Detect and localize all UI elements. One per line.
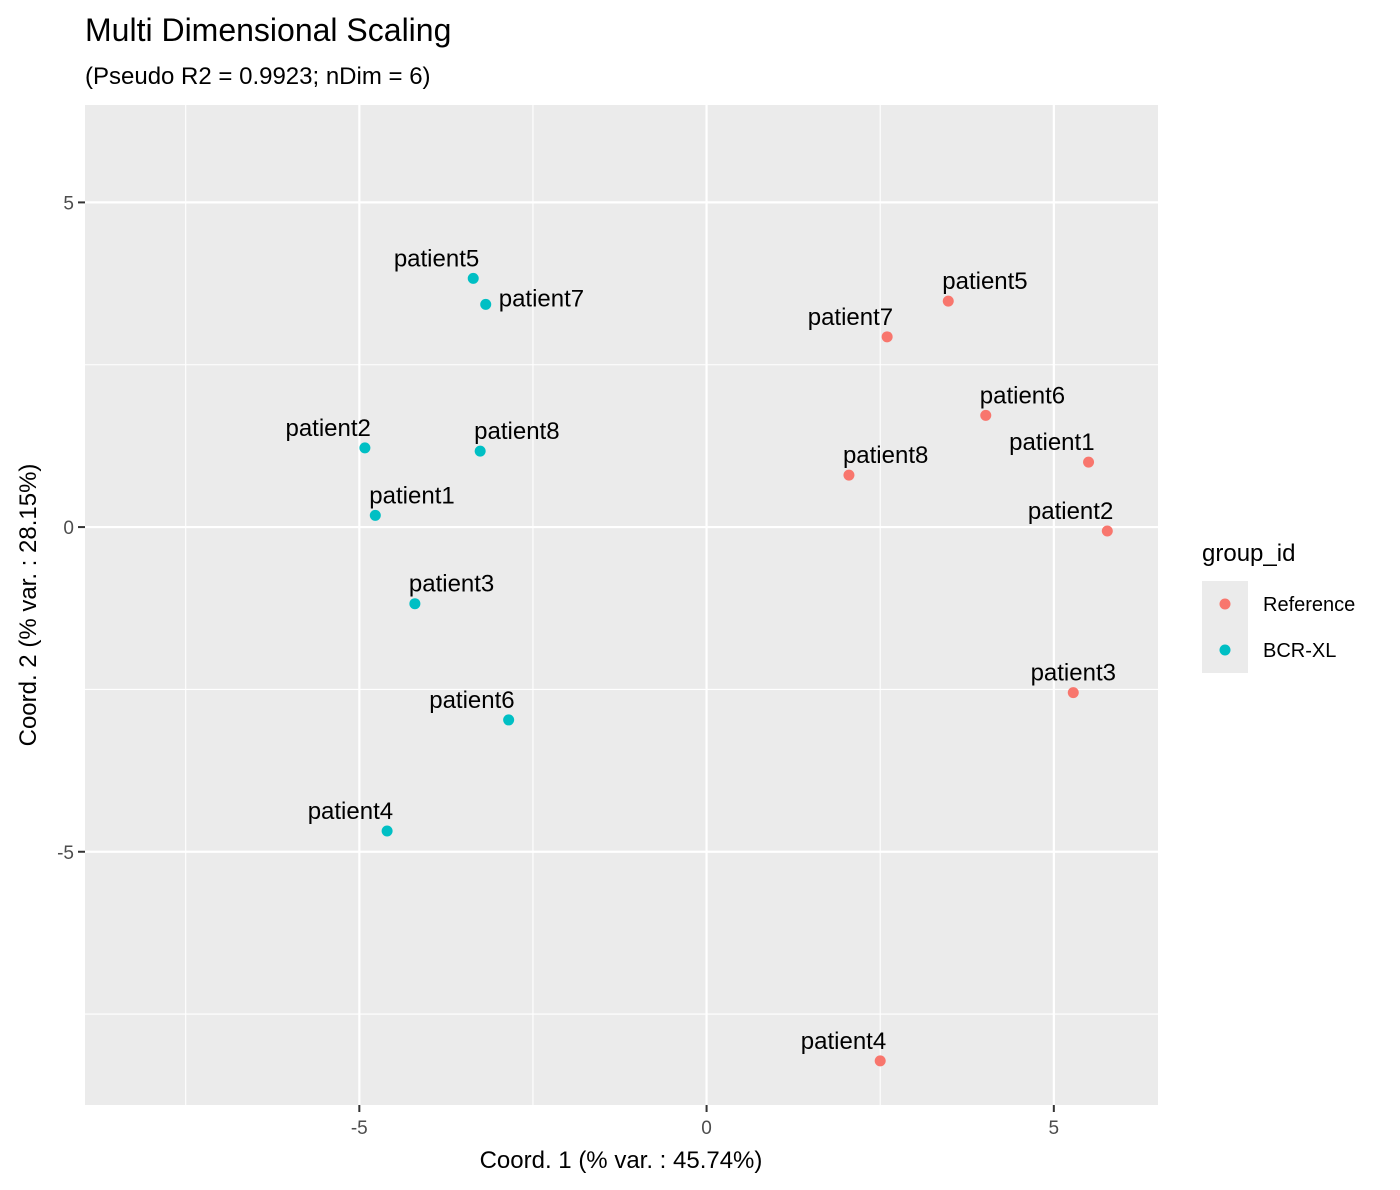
point-reference-patient2 — [1101, 525, 1113, 537]
y-tick-label: 0 — [63, 518, 74, 539]
chart-subtitle: (Pseudo R2 = 0.9923; nDim = 6) — [85, 63, 431, 90]
legend-label: Reference — [1263, 594, 1355, 616]
x-tick-label: 5 — [1049, 1118, 1060, 1139]
minor-gridlines — [85, 105, 1158, 1105]
legend-key-bcr-xl — [1219, 644, 1231, 656]
legend-key-reference — [1219, 598, 1231, 610]
point-label-bcr-xl-patient8: patient8 — [474, 418, 559, 445]
point-bcr-xl-patient4 — [381, 825, 393, 837]
point-label-reference-patient4: patient4 — [801, 1028, 886, 1055]
point-label-reference-patient8: patient8 — [843, 442, 928, 469]
y-axis: 5 0 -5 — [57, 193, 85, 864]
point-label-reference-patient3: patient3 — [1031, 660, 1116, 687]
point-bcr-xl-patient6 — [503, 714, 515, 726]
point-reference-patient8 — [843, 469, 855, 481]
point-label-bcr-xl-patient7: patient7 — [499, 285, 584, 312]
point-bcr-xl-patient2 — [359, 442, 371, 454]
y-tick-label: -5 — [57, 843, 74, 864]
point-label-bcr-xl-patient3: patient3 — [409, 571, 494, 598]
point-label-reference-patient6: patient6 — [980, 382, 1065, 409]
point-bcr-xl-patient7 — [480, 298, 492, 310]
x-axis: -5 0 5 — [351, 1105, 1059, 1139]
point-reference-patient7 — [881, 331, 893, 343]
point-reference-patient5 — [942, 295, 954, 307]
chart-title: Multi Dimensional Scaling — [85, 12, 451, 48]
point-label-reference-patient2: patient2 — [1028, 498, 1113, 525]
point-label-reference-patient1: patient1 — [1009, 429, 1094, 456]
point-reference-patient3 — [1067, 687, 1079, 699]
y-tick-label: 5 — [63, 193, 74, 214]
legend-key-background — [1202, 581, 1248, 673]
x-axis-title: Coord. 1 (% var. : 45.74%) — [480, 1147, 763, 1174]
point-label-reference-patient7: patient7 — [808, 304, 893, 331]
plot-panel — [85, 105, 1158, 1105]
x-tick-label: 0 — [701, 1118, 712, 1139]
point-bcr-xl-patient3 — [409, 598, 421, 610]
major-gridlines — [85, 105, 1158, 1105]
legend-title: group_id — [1202, 540, 1295, 567]
point-label-bcr-xl-patient5: patient5 — [394, 245, 479, 272]
x-tick-label: -5 — [351, 1118, 368, 1139]
point-reference-patient6 — [980, 409, 992, 421]
point-bcr-xl-patient8 — [474, 445, 486, 457]
point-label-bcr-xl-patient2: patient2 — [285, 415, 370, 442]
point-reference-patient4 — [874, 1055, 886, 1067]
point-reference-patient1 — [1083, 456, 1095, 468]
point-label-bcr-xl-patient6: patient6 — [429, 687, 514, 714]
point-bcr-xl-patient1 — [369, 509, 381, 521]
legend: group_id Reference BCR-XL — [1202, 540, 1355, 673]
point-labels: patient1 patient2 patient3 patient4 patient5… — [285, 245, 1115, 1054]
y-axis-title: Coord. 2 (% var. : 28.15%) — [15, 464, 42, 747]
data-points — [359, 272, 1113, 1067]
point-label-bcr-xl-patient4: patient4 — [308, 798, 393, 825]
point-bcr-xl-patient5 — [467, 272, 479, 284]
point-label-bcr-xl-patient1: patient1 — [369, 482, 454, 509]
legend-label: BCR-XL — [1263, 640, 1336, 662]
point-label-reference-patient5: patient5 — [942, 268, 1027, 295]
